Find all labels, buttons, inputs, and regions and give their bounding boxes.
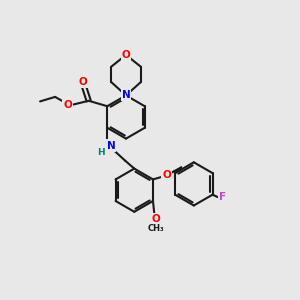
Text: O: O bbox=[63, 100, 72, 110]
Text: H: H bbox=[97, 148, 104, 157]
Text: CH₃: CH₃ bbox=[147, 224, 164, 233]
Text: O: O bbox=[79, 77, 88, 87]
Text: N: N bbox=[106, 140, 115, 151]
Text: O: O bbox=[122, 50, 130, 60]
Text: N: N bbox=[122, 90, 130, 100]
Text: O: O bbox=[151, 214, 160, 224]
Text: F: F bbox=[219, 192, 226, 202]
Text: O: O bbox=[162, 169, 171, 180]
